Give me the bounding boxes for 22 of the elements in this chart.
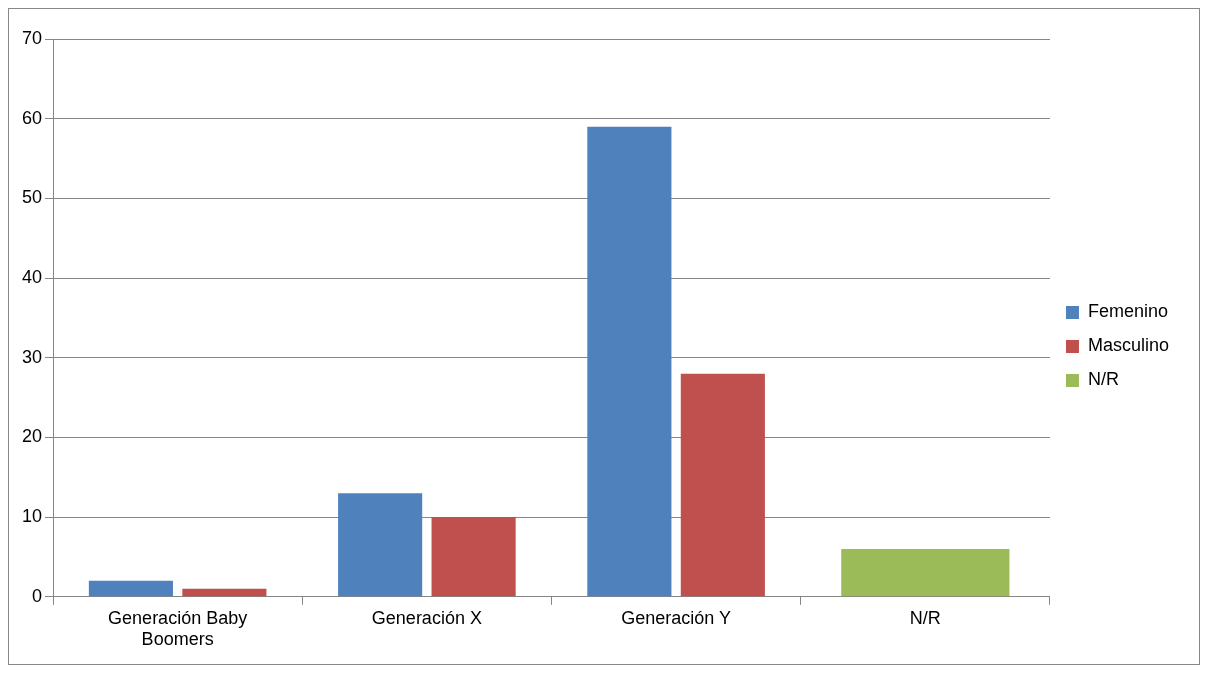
y-tick-label: 40 xyxy=(21,267,43,288)
y-tick-label: 30 xyxy=(21,346,43,367)
y-tick-label: 50 xyxy=(21,187,43,208)
x-tick-label: N/R xyxy=(909,607,941,628)
y-tick-label: 20 xyxy=(21,426,43,447)
y-tick-label: 70 xyxy=(21,27,43,48)
x-tick-label: Generación Baby Boomers xyxy=(108,607,248,650)
x-tick-label: Generación Y xyxy=(621,607,731,628)
y-tick-label: 0 xyxy=(32,585,43,606)
legend-label: Masculino xyxy=(1087,335,1170,356)
y-tick-label: 60 xyxy=(21,107,43,128)
bar xyxy=(182,588,267,597)
y-tick-label: 10 xyxy=(21,506,43,527)
legend-label: Femenino xyxy=(1087,301,1169,322)
bar xyxy=(338,493,423,597)
x-tick-label: Generación X xyxy=(371,607,482,628)
bar xyxy=(431,517,516,597)
legend-label: N/R xyxy=(1087,369,1119,390)
bar xyxy=(841,548,1010,597)
bar xyxy=(88,580,173,597)
bar xyxy=(587,126,672,597)
bar xyxy=(680,373,765,597)
